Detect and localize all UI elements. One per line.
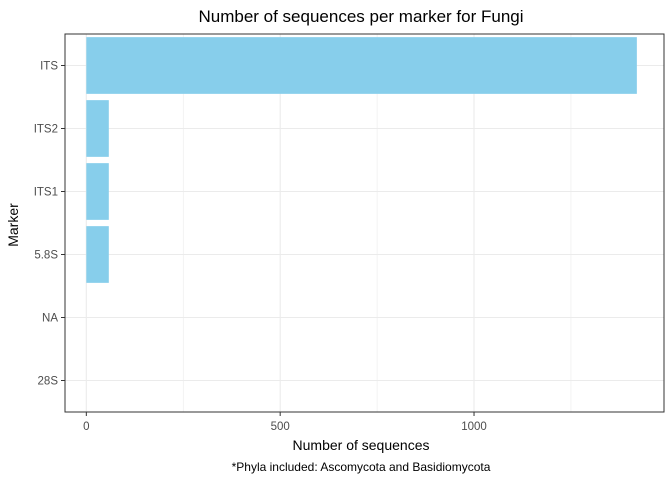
bar-its <box>86 37 637 94</box>
y-tick-label: 5.8S <box>34 250 58 262</box>
chart-title: Number of sequences per marker for Fungi <box>198 7 523 26</box>
x-axis: 0 500 1000 <box>83 412 487 433</box>
y-axis: ITS ITS2 ITS1 5.8S NA 28S <box>34 61 65 388</box>
x-tick-label: 0 <box>83 421 89 433</box>
y-tick-label: 28S <box>38 376 59 388</box>
y-tick-label: ITS2 <box>34 124 58 136</box>
x-tick-label: 1000 <box>461 421 487 433</box>
bar-5-8s <box>86 226 109 283</box>
y-tick-label: NA <box>42 313 58 325</box>
panel-background <box>65 34 664 412</box>
y-tick-label: ITS <box>40 61 58 73</box>
bars <box>86 37 637 283</box>
bar-its1 <box>86 163 109 220</box>
x-axis-title: Number of sequences <box>293 437 430 453</box>
x-tick-label: 500 <box>271 421 290 433</box>
y-tick-label: ITS1 <box>34 187 58 199</box>
panel-border <box>64 33 665 413</box>
bar-its2 <box>86 100 109 157</box>
gridlines <box>65 34 664 412</box>
y-axis-title: Marker <box>5 203 21 247</box>
chart-caption: *Phyla included: Ascomycota and Basidiom… <box>232 460 491 474</box>
